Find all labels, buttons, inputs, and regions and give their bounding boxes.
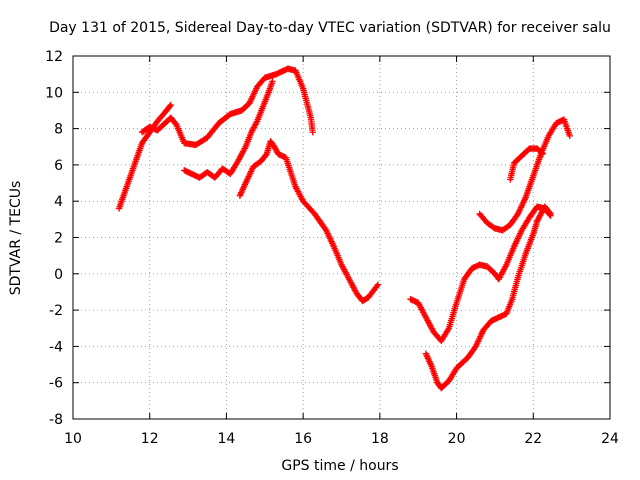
data-point — [166, 103, 174, 110]
y-tick-label: 4 — [54, 194, 63, 210]
y-tick-label: 0 — [54, 267, 63, 283]
series-arc-6 — [422, 203, 554, 392]
data-point — [539, 150, 547, 158]
data-point — [309, 129, 316, 136]
y-tick-label: -6 — [49, 376, 63, 392]
data-point — [374, 281, 382, 288]
y-tick-label: 10 — [45, 85, 63, 101]
y-tick-label: -8 — [49, 412, 63, 428]
series-arc-8 — [507, 145, 547, 183]
chart-title: Day 131 of 2015, Sidereal Day-to-day VTE… — [49, 20, 611, 36]
x-tick-label: 18 — [371, 431, 389, 447]
x-tick-label: 12 — [141, 431, 159, 447]
grid — [73, 56, 610, 419]
data-point — [269, 78, 276, 85]
x-tick-label: 16 — [294, 431, 312, 447]
data-point — [373, 282, 381, 290]
y-tick-label: 6 — [54, 158, 63, 174]
series-arc-4 — [236, 138, 382, 305]
y-tick-label: 12 — [45, 49, 63, 65]
data-point — [547, 210, 554, 218]
data-marks — [115, 65, 573, 392]
x-axis-label: GPS time / hours — [281, 458, 398, 474]
data-point — [566, 132, 573, 140]
data-point — [538, 149, 545, 157]
series-arc-1 — [115, 101, 175, 212]
y-tick-label: -4 — [49, 339, 63, 355]
y-tick-label: 8 — [54, 122, 63, 138]
x-tick-label: 24 — [601, 431, 619, 447]
series-arc-2 — [138, 65, 316, 149]
y-tick-label: 2 — [54, 231, 63, 247]
data-point — [546, 209, 553, 216]
x-tick-label: 14 — [218, 431, 236, 447]
series-arc-3 — [181, 78, 276, 181]
data-point — [167, 101, 175, 109]
x-tick-label: 10 — [64, 431, 82, 447]
x-tick-label: 22 — [524, 431, 542, 447]
series-arc-5 — [407, 203, 554, 345]
series-arc-7 — [476, 116, 573, 234]
y-axis-label: SDTVAR / TECUs — [8, 181, 24, 296]
y-tick-label: -2 — [49, 303, 63, 319]
x-tick-label: 20 — [448, 431, 466, 447]
